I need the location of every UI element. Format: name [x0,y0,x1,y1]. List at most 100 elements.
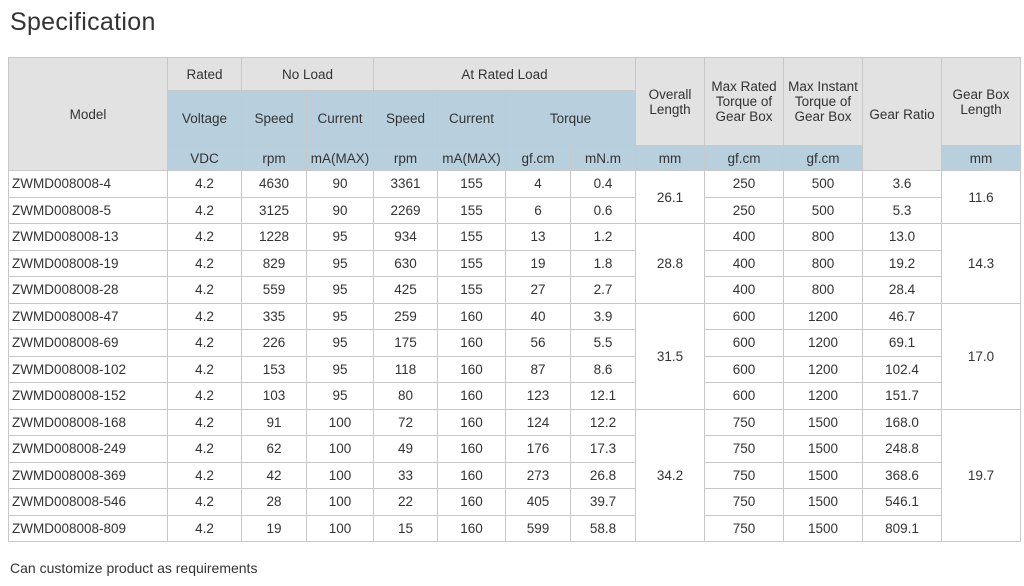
max-instant-torque-cell: 1500 [783,435,864,463]
gear-ratio-cell: 102.4 [862,355,943,383]
rated-current-cell: 160 [437,435,507,463]
header-overall-length: Overall Length [635,57,706,146]
unit-cell: gf.cm [505,145,572,171]
unit-cell: mN.m [570,145,637,171]
model-cell: ZWMD008008-28 [8,276,168,304]
rated-speed-cell: 3361 [373,170,439,198]
no-load-current-cell: 95 [305,329,375,357]
voltage-cell: 4.2 [167,488,242,516]
model-cell: ZWMD008008-19 [8,249,168,277]
unit-cell: rpm [373,145,439,171]
torque-mnm-cell: 58.8 [570,514,637,542]
no-load-speed-cell: 62 [241,435,307,463]
header-rated-speed: Speed [373,90,439,146]
no-load-speed-cell: 42 [241,461,307,489]
overall-length-cell: 34.2 [635,408,706,542]
gear-ratio-cell: 5.3 [862,196,943,224]
voltage-cell: 4.2 [167,355,242,383]
rated-current-cell: 160 [437,355,507,383]
no-load-current-cell: 95 [305,249,375,277]
torque-gfcm-cell: 27 [505,276,572,304]
torque-gfcm-cell: 273 [505,461,572,489]
gear-ratio-cell: 69.1 [862,329,943,357]
max-instant-torque-cell: 1200 [783,355,864,383]
no-load-speed-cell: 153 [241,355,307,383]
no-load-current-cell: 100 [305,461,375,489]
max-rated-torque-cell: 750 [704,488,785,516]
max-rated-torque-cell: 600 [704,355,785,383]
max-rated-torque-cell: 750 [704,408,785,436]
no-load-current-cell: 95 [305,302,375,330]
voltage-cell: 4.2 [167,196,242,224]
gear-ratio-cell: 151.7 [862,382,943,410]
rated-current-cell: 160 [437,329,507,357]
max-rated-torque-cell: 600 [704,382,785,410]
table-row: ZWMD008008-249 4.2 62 100 49 160 176 17.3 750 150… [8,435,1021,463]
voltage-cell: 4.2 [167,435,242,463]
max-rated-torque-cell: 600 [704,329,785,357]
max-instant-torque-cell: 1200 [783,382,864,410]
unit-cell: mA(MAX) [437,145,507,171]
no-load-speed-cell: 91 [241,408,307,436]
rated-current-cell: 160 [437,382,507,410]
torque-gfcm-cell: 40 [505,302,572,330]
unit-cell: mA(MAX) [305,145,375,171]
no-load-current-cell: 100 [305,514,375,542]
table-row: ZWMD008008-69 4.2 226 95 175 160 56 5.5 600 1200 6… [8,329,1021,357]
max-rated-torque-cell: 250 [704,170,785,198]
rated-speed-cell: 22 [373,488,439,516]
no-load-speed-cell: 103 [241,382,307,410]
footer-note: Can customize product as requirements [10,560,258,576]
gear-ratio-cell: 248.8 [862,435,943,463]
no-load-current-cell: 100 [305,408,375,436]
max-instant-torque-cell: 1200 [783,302,864,330]
model-cell: ZWMD008008-809 [8,514,168,542]
gear-ratio-cell: 809.1 [862,514,943,542]
max-instant-torque-cell: 800 [783,223,864,251]
table-row: ZWMD008008-809 4.2 19 100 15 160 599 58.8 750 150… [8,514,1021,542]
unit-cell: mm [635,145,706,171]
model-cell: ZWMD008008-47 [8,302,168,330]
no-load-speed-cell: 335 [241,302,307,330]
max-rated-torque-cell: 750 [704,435,785,463]
rated-speed-cell: 15 [373,514,439,542]
no-load-current-cell: 100 [305,435,375,463]
unit-cell: rpm [241,145,307,171]
page-title: Specification [10,8,156,36]
torque-gfcm-cell: 124 [505,408,572,436]
rated-speed-cell: 934 [373,223,439,251]
voltage-cell: 4.2 [167,329,242,357]
max-instant-torque-cell: 1500 [783,488,864,516]
model-cell: ZWMD008008-249 [8,435,168,463]
torque-mnm-cell: 12.1 [570,382,637,410]
rated-speed-cell: 80 [373,382,439,410]
model-cell: ZWMD008008-13 [8,223,168,251]
no-load-current-cell: 95 [305,382,375,410]
torque-gfcm-cell: 13 [505,223,572,251]
rated-speed-cell: 630 [373,249,439,277]
rated-speed-cell: 72 [373,408,439,436]
no-load-speed-cell: 28 [241,488,307,516]
max-instant-torque-cell: 1500 [783,461,864,489]
header-rated: Rated [167,57,242,91]
max-instant-torque-cell: 800 [783,276,864,304]
torque-mnm-cell: 2.7 [570,276,637,304]
max-rated-torque-cell: 400 [704,249,785,277]
max-instant-torque-cell: 1500 [783,408,864,436]
no-load-speed-cell: 226 [241,329,307,357]
header-voltage: Voltage [167,90,242,146]
unit-cell: mm [941,145,1022,171]
max-instant-torque-cell: 500 [783,196,864,224]
no-load-speed-cell: 19 [241,514,307,542]
torque-mnm-cell: 39.7 [570,488,637,516]
no-load-current-cell: 95 [305,355,375,383]
header-no-load: No Load [240,57,375,91]
torque-mnm-cell: 5.5 [570,329,637,357]
torque-mnm-cell: 1.8 [570,249,637,277]
model-cell: ZWMD008008-5 [8,196,168,224]
gear-ratio-cell: 546.1 [862,488,943,516]
rated-current-cell: 160 [437,408,507,436]
table-row: ZWMD008008-47 4.2 335 95 259 160 40 3.9 31.5 600 1… [8,302,1022,410]
overall-length-cell: 28.8 [635,223,706,304]
voltage-cell: 4.2 [167,408,242,436]
